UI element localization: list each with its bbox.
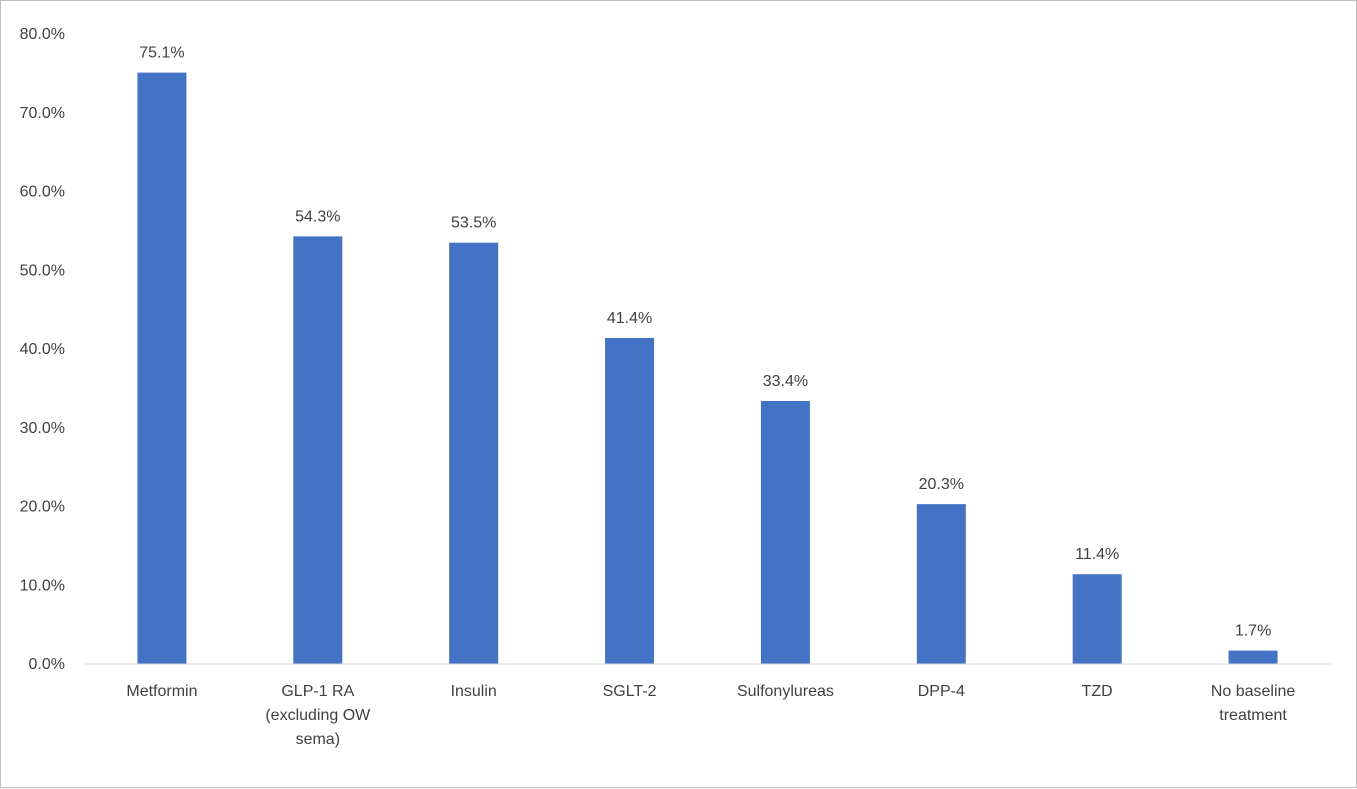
category-label-line: TZD <box>1082 683 1113 700</box>
y-axis-labels: 0.0% 10.0% 20.0% 30.0% 40.0% 50.0% 60.0% 70.0% 8… <box>20 26 65 673</box>
y-tick-label: 60.0% <box>20 184 65 201</box>
category-label: Sulfonylureas <box>737 683 834 700</box>
category-label-line: GLP-1 RA <box>281 683 354 700</box>
y-tick-label: 70.0% <box>20 105 65 122</box>
category-label: Metformin <box>126 683 197 700</box>
bar <box>605 337 655 664</box>
data-label: 53.5% <box>451 215 496 232</box>
bar <box>1072 574 1122 664</box>
category-label-line: SGLT-2 <box>603 683 657 700</box>
bar <box>1228 650 1278 664</box>
data-label: 33.4% <box>763 373 808 390</box>
data-labels: 75.1% 54.3% 53.5% 41.4% 33.4% 20.3% 11.4% 1.7% <box>139 45 1271 640</box>
data-label: 75.1% <box>139 45 184 62</box>
category-label-line: Insulin <box>451 683 497 700</box>
data-label: 11.4% <box>1075 546 1119 563</box>
y-tick-label: 50.0% <box>20 262 65 279</box>
y-tick-label: 10.0% <box>20 577 65 594</box>
category-label-line: No baseline <box>1211 683 1296 700</box>
bars <box>137 72 1278 664</box>
category-labels: Metformin GLP-1 RA (excluding OW sema) Insul… <box>126 683 1295 748</box>
y-tick-label: 0.0% <box>29 656 65 673</box>
y-tick-label: 40.0% <box>20 341 65 358</box>
data-label: 20.3% <box>919 476 964 493</box>
bar <box>449 242 499 664</box>
category-label: SGLT-2 <box>603 683 657 700</box>
category-label-line: Metformin <box>126 683 197 700</box>
y-tick-label: 30.0% <box>20 420 65 437</box>
category-label-line: Sulfonylureas <box>737 683 834 700</box>
category-label: GLP-1 RA (excluding OW sema) <box>265 683 371 748</box>
category-label: TZD <box>1082 683 1113 700</box>
category-label-line: DPP-4 <box>918 683 965 700</box>
data-label: 54.3% <box>295 208 340 225</box>
category-label-line: (excluding OW <box>265 707 371 724</box>
bar <box>137 72 187 664</box>
category-label: DPP-4 <box>918 683 965 700</box>
category-label-line: treatment <box>1219 707 1287 724</box>
bar <box>916 504 966 664</box>
category-label-line: sema) <box>296 731 340 748</box>
bar <box>760 400 810 664</box>
category-label: No baseline treatment <box>1211 683 1296 724</box>
data-label: 41.4% <box>607 310 652 327</box>
y-tick-label: 20.0% <box>20 499 65 516</box>
data-label: 1.7% <box>1235 623 1271 640</box>
category-label: Insulin <box>451 683 497 700</box>
bar <box>293 236 343 664</box>
y-tick-label: 80.0% <box>20 26 65 43</box>
